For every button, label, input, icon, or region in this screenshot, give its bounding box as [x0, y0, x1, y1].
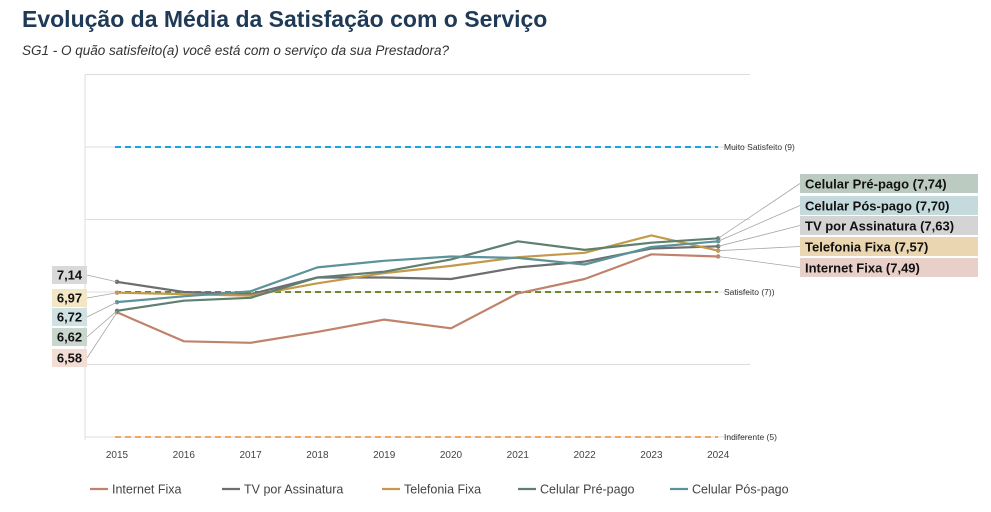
- end-value-label-box: [800, 174, 978, 193]
- legend-label: Internet Fixa: [112, 483, 182, 497]
- x-tick-label: 2020: [440, 450, 463, 461]
- leader-line: [718, 205, 801, 242]
- legend-label: Celular Pós-pago: [692, 483, 789, 497]
- legend-label: Celular Pré-pago: [540, 483, 635, 497]
- start-value-label-box: [52, 289, 87, 307]
- end-value-label: Internet Fixa (7,49): [805, 261, 920, 276]
- reference-line-label: Muito Satisfeito (9): [724, 142, 795, 152]
- series-line: [116, 253, 719, 344]
- start-value-label: 6,62: [57, 330, 82, 345]
- end-value-label-box: [800, 196, 978, 215]
- x-tick-label: 2023: [640, 450, 663, 461]
- x-tick-label: 2019: [373, 450, 396, 461]
- end-value-label-box: [800, 258, 978, 277]
- page-subtitle: SG1 - O quão satisfeito(a) você está com…: [22, 43, 449, 58]
- data-point: [114, 290, 120, 295]
- series-line: [116, 237, 719, 312]
- x-tick-label: 2015: [106, 450, 129, 461]
- legend-label: Telefonia Fixa: [404, 483, 481, 497]
- leader-line: [717, 183, 801, 239]
- leader-line: [86, 301, 118, 318]
- start-value-label-box: [52, 308, 87, 326]
- leader-line: [718, 256, 801, 268]
- x-tick-label: 2024: [707, 450, 730, 461]
- series-line: [116, 240, 719, 304]
- reference-line-label: Indiferente (5): [724, 432, 777, 442]
- x-tick-label: 2016: [173, 450, 196, 461]
- start-value-label: 7,14: [57, 268, 83, 283]
- end-value-label-box: [800, 237, 978, 256]
- leader-line: [86, 310, 118, 338]
- reference-line-label: Satisfeito (7)): [724, 287, 775, 297]
- start-value-label: 6,72: [57, 310, 82, 325]
- page-title: Evolução da Média da Satisfação com o Se…: [22, 6, 548, 32]
- leader-line: [718, 225, 801, 247]
- end-value-label-box: [800, 216, 978, 235]
- leader-line: [86, 274, 118, 283]
- start-value-label: 6,58: [57, 351, 82, 366]
- x-tick-label: 2022: [573, 450, 596, 461]
- end-value-label: TV por Assinatura (7,63): [805, 219, 954, 234]
- start-value-label-box: [52, 328, 87, 346]
- start-value-label-box: [52, 266, 87, 284]
- end-value-label: Celular Pós-pago (7,70): [805, 199, 949, 214]
- x-tick-label: 2021: [507, 450, 530, 461]
- end-value-label: Telefonia Fixa (7,57): [805, 240, 928, 255]
- leader-line: [86, 312, 118, 359]
- start-value-label-box: [52, 349, 87, 367]
- end-value-label: Celular Pré-pago (7,74): [805, 177, 947, 192]
- legend-label: TV por Assinatura: [244, 483, 343, 497]
- leader-line: [86, 292, 118, 299]
- start-value-label: 6,97: [57, 291, 82, 306]
- x-tick-label: 2018: [306, 450, 329, 461]
- x-tick-label: 2017: [239, 450, 262, 461]
- leader-line: [718, 246, 801, 252]
- data-point: [114, 299, 120, 305]
